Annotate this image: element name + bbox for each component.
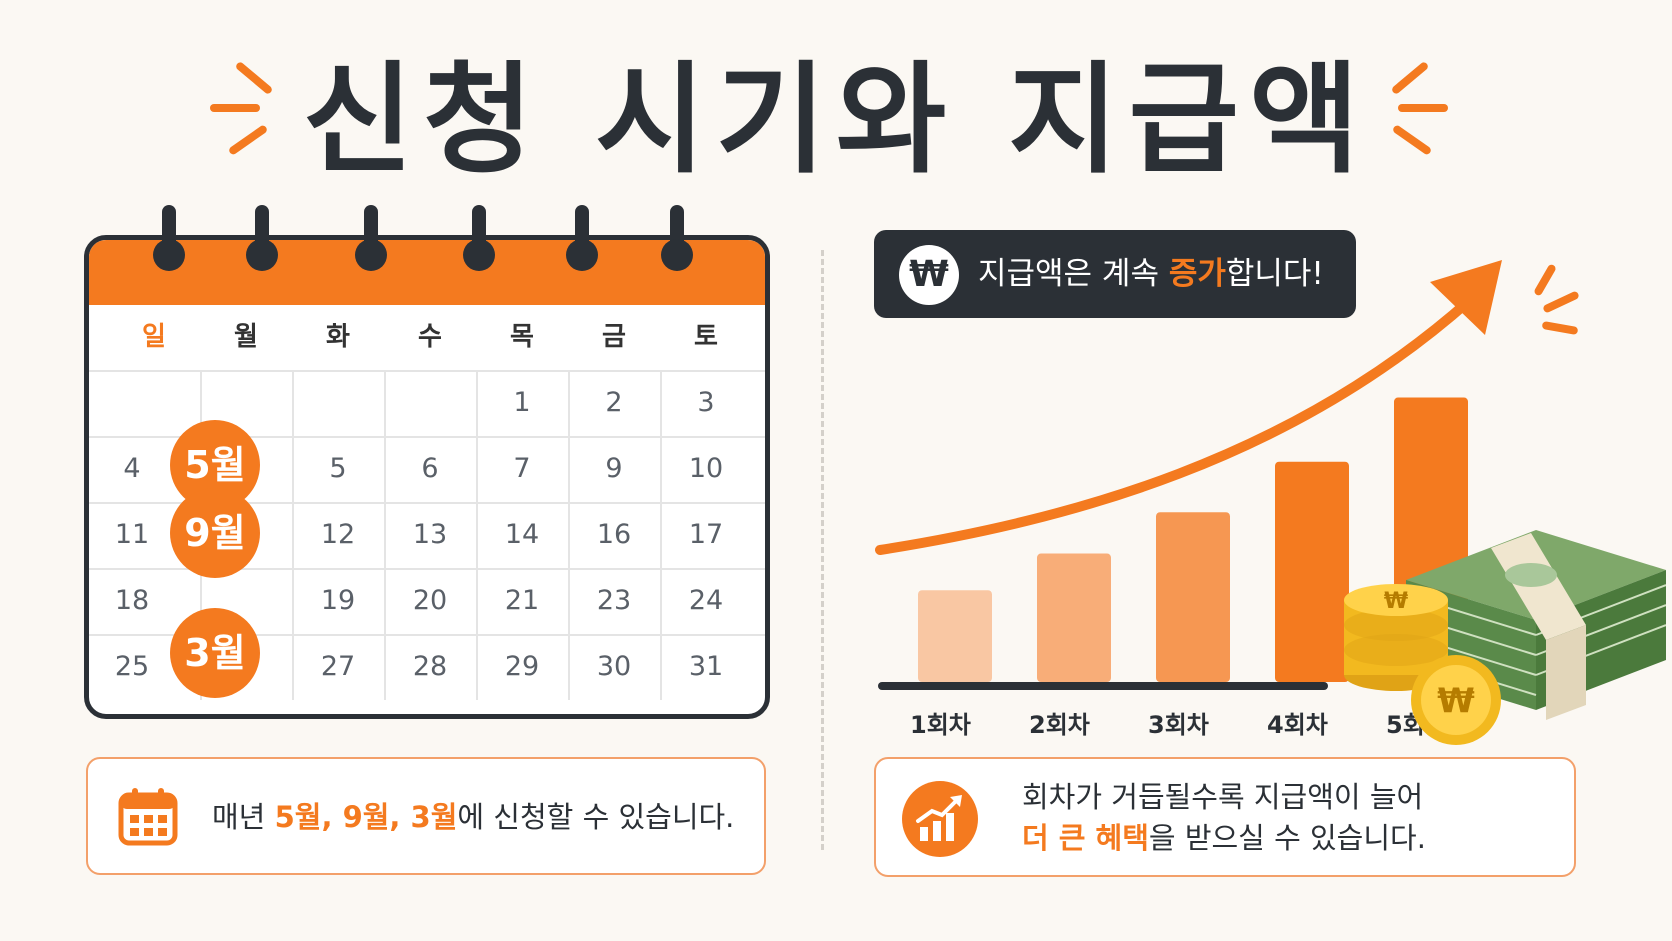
burst-right-decoration: [1380, 60, 1450, 160]
schedule-note-box: 매년 5월, 9월, 3월에 신청할 수 있습니다.: [86, 757, 766, 875]
calendar-day: 31: [688, 651, 724, 682]
schedule-note-text: 매년 5월, 9월, 3월에 신청할 수 있습니다.: [212, 797, 734, 838]
svg-text:₩: ₩: [1437, 681, 1475, 721]
svg-text:₩: ₩: [1384, 589, 1408, 614]
calendar-day: 24: [688, 585, 724, 616]
banner-highlight: 증가: [1168, 256, 1226, 292]
bar-2: [1037, 553, 1111, 682]
calendar-grid-line: [292, 370, 294, 700]
weekday-wed: 수: [418, 322, 442, 352]
calendar-day: 6: [421, 453, 439, 484]
calendar-day: 18: [114, 585, 150, 616]
calendar-grid-line: [568, 370, 570, 700]
calendar-day: 25: [114, 651, 150, 682]
calendar-ring: [463, 205, 495, 271]
weekday-thu: 목: [510, 322, 534, 352]
banner-text-after: 합니다!: [1225, 256, 1324, 292]
calendar-day: 11: [114, 519, 150, 550]
chart-baseline: [878, 682, 1328, 690]
x-tick-label: 1회차: [910, 711, 971, 739]
calendar-day: 21: [504, 585, 540, 616]
calendar-icon: [118, 788, 178, 846]
calendar-grid-line: [89, 370, 765, 372]
benefit-note-text: 회차가 거듭될수록 지급액이 늘어 더 큰 혜택을 받으실 수 있습니다.: [1022, 777, 1426, 858]
month-badge-mar: 3월: [170, 608, 260, 698]
burst-left-decoration: [210, 60, 280, 160]
weekday-tue: 화: [326, 322, 350, 352]
bar-1: [918, 590, 992, 682]
x-tick-label: 2회차: [1029, 711, 1090, 739]
calendar-day: 13: [412, 519, 448, 550]
won-coin-icon: ₩: [899, 245, 959, 305]
calendar-day: 3: [697, 387, 715, 418]
calendar-day: 14: [504, 519, 540, 550]
calendar-ring: [566, 205, 598, 271]
calendar-grid-line: [89, 634, 765, 636]
calendar-grid-line: [384, 370, 386, 700]
calendar-day: 12: [320, 519, 356, 550]
trend-arrow: [875, 260, 1502, 555]
calendar-grid-line: [89, 502, 765, 504]
x-tick-label: 3회차: [1148, 711, 1209, 739]
calendar-grid-line: [89, 436, 765, 438]
calendar-day: 1: [513, 387, 531, 418]
schedule-note-months: 5월, 9월, 3월: [274, 800, 458, 834]
money-stack-icon: ₩ ₩: [1344, 530, 1666, 745]
calendar-ring: [246, 205, 278, 271]
calendar-day: 20: [412, 585, 448, 616]
calendar-day: 4: [123, 453, 141, 484]
calendar-day: 10: [688, 453, 724, 484]
calendar-day: 16: [596, 519, 632, 550]
weekday-mon: 월: [234, 322, 258, 352]
benefit-note-box: 회차가 거듭될수록 지급액이 늘어 더 큰 혜택을 받으실 수 있습니다.: [874, 757, 1576, 877]
bar-4: [1275, 461, 1349, 682]
calendar-day: 17: [688, 519, 724, 550]
benefit-note-line1: 회차가 거듭될수록 지급액이 늘어: [1022, 780, 1424, 814]
benefit-note-line2: 을 받으실 수 있습니다.: [1148, 820, 1426, 855]
calendar-day: 29: [504, 651, 540, 682]
calendar-day: 30: [596, 651, 632, 682]
growth-chart-icon: [902, 781, 978, 857]
bar-3: [1156, 512, 1230, 682]
calendar-day: 19: [320, 585, 356, 616]
increase-banner: ₩ 지급액은 계속 증가합니다!: [874, 230, 1356, 318]
month-badge-sep: 9월: [170, 488, 260, 578]
calendar-grid-line: [89, 568, 765, 570]
benefit-note-highlight: 더 큰 혜택: [1022, 820, 1149, 855]
calendar-day: 27: [320, 651, 356, 682]
x-tick-label: 4회차: [1267, 711, 1328, 739]
arrow-spark-decoration: [1528, 262, 1588, 342]
section-divider: [821, 250, 824, 850]
calendar-grid-line: [660, 370, 662, 700]
calendar-ring: [153, 205, 185, 271]
calendar-header-bar: [89, 240, 765, 305]
calendar-day: 5: [329, 453, 347, 484]
calendar-day: 28: [412, 651, 448, 682]
calendar-grid-line: [476, 370, 478, 700]
calendar-ring: [661, 205, 693, 271]
weekday-row: 일 월 화 수 목 금 토: [89, 305, 765, 370]
page-title: 신청 시기와 지급액: [302, 51, 1370, 190]
calendar-ring: [355, 205, 387, 271]
schedule-note-suffix: 에 신청할 수 있습니다.: [457, 800, 735, 834]
calendar-day: 2: [605, 387, 623, 418]
weekday-sat: 토: [694, 322, 718, 352]
weekday-sun: 일: [142, 322, 166, 352]
schedule-note-prefix: 매년: [212, 800, 275, 834]
calendar-day: 9: [605, 453, 623, 484]
calendar-day: 23: [596, 585, 632, 616]
calendar-day: 7: [513, 453, 531, 484]
banner-text: 지급액은 계속 증가합니다!: [978, 230, 1324, 318]
weekday-fri: 금: [602, 322, 626, 352]
banner-text-before: 지급액은 계속: [978, 256, 1169, 292]
